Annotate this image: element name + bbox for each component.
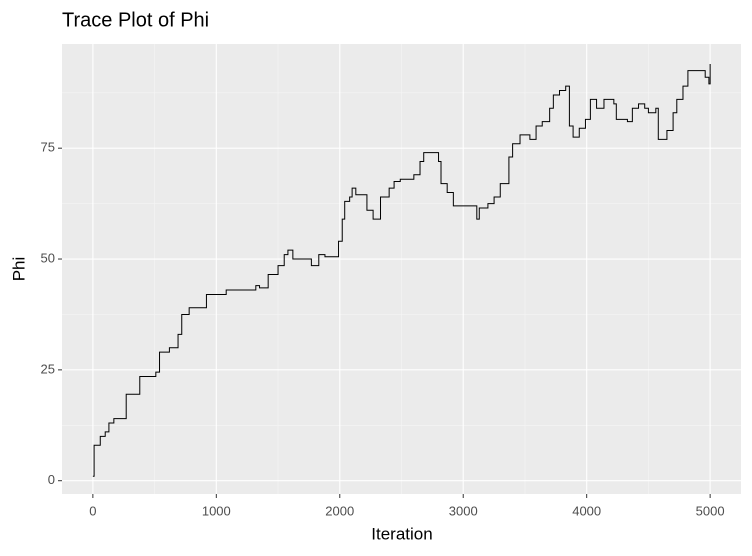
trace-line: [92, 63, 711, 477]
chart-title: Trace Plot of Phi: [62, 9, 209, 31]
x-tick-label: 0: [89, 503, 96, 518]
y-tick-label: 75: [41, 140, 55, 155]
x-tick-label: 4000: [572, 503, 601, 518]
y-tick-label: 25: [41, 361, 55, 376]
y-axis-label: Phi: [9, 257, 28, 282]
x-tick-label: 1000: [202, 503, 231, 518]
y-tick-label: 0: [48, 472, 55, 487]
y-tick-label: 50: [41, 250, 55, 265]
x-tick-label: 5000: [696, 503, 725, 518]
x-tick-label: 3000: [449, 503, 478, 518]
x-tick-label: 2000: [325, 503, 354, 518]
x-axis-label: Iteration: [371, 524, 432, 543]
